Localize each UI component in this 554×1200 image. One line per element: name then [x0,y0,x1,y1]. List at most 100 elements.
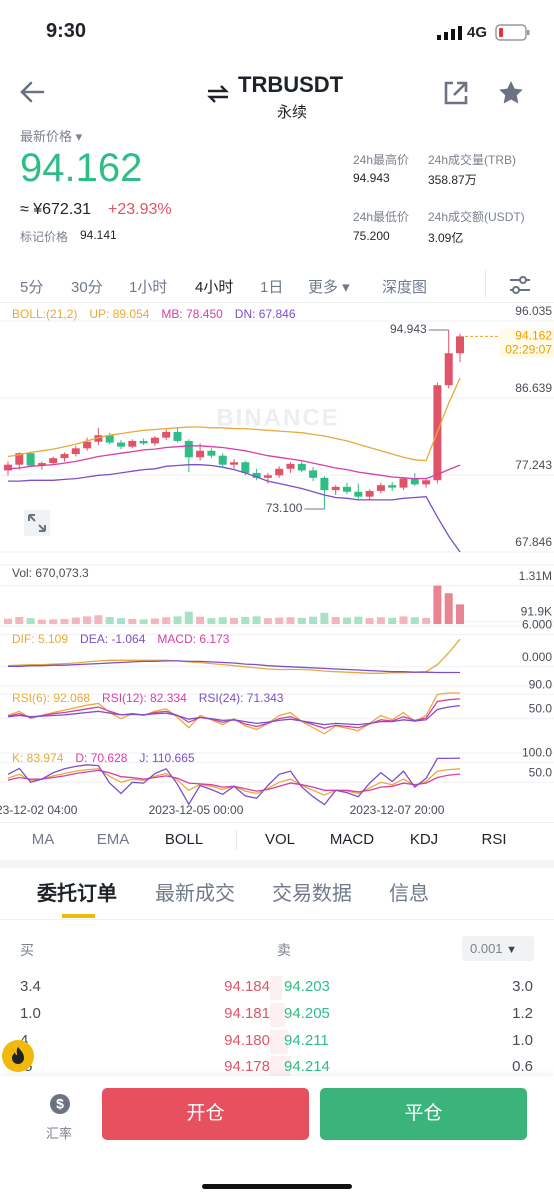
volume-bar [354,616,363,624]
interval-tab[interactable]: 1小时 [129,279,168,296]
mark-price-label: 标记价格 [20,230,69,244]
switch-icon[interactable] [206,84,230,104]
candle-body [365,490,374,497]
volume-bar [196,616,205,624]
candle-body [94,435,103,442]
favorite-button[interactable] [497,79,525,107]
rate-label[interactable]: 汇率 [46,1126,73,1141]
low-label: 73.100 [266,501,303,515]
interval-tab[interactable]: 1日 [260,279,284,296]
volume-bar [207,618,216,624]
legend-text: Vol: 670,073.3 [12,566,89,580]
legend-text: UP: 89.054 [89,307,149,321]
dollar-sign: $ [56,1096,64,1112]
depth-bar [270,976,282,1000]
candle-body [26,453,35,466]
volume-bar [162,617,171,624]
close-button[interactable]: 平仓 [320,1088,527,1140]
symbol: TRBUSDT [238,72,344,97]
volume-bar [218,617,227,624]
ask-price: 94.205 [284,1004,330,1022]
last-price-label: 最新价格 ▾ [20,129,83,144]
interval-tab[interactable]: 5分 [20,279,44,296]
volume-bar [433,585,442,624]
candle-body [139,440,148,444]
rate-icon[interactable]: $ [49,1093,71,1115]
interval-more[interactable]: 更多 ▾ [308,279,350,296]
volume-bar [139,619,148,624]
candle-body [343,486,351,492]
watermark: BINANCE [216,404,339,431]
caret: ▼ [506,944,518,956]
bid-price: 94.184 [224,978,270,995]
open-button[interactable]: 开仓 [102,1088,309,1140]
candle-body [207,450,216,456]
home-indicator [202,1184,352,1189]
back-button[interactable] [18,80,46,104]
stat-value: 94.943 [353,171,390,185]
indicator-tab-active[interactable]: VOL [264,831,296,848]
volume-bar [94,615,103,624]
section-tab-active[interactable]: 委托订单 [37,883,117,905]
fire-button[interactable] [2,1040,34,1072]
candle-body [320,477,329,491]
legend-text: DIF: 5.109 [12,632,68,646]
y-tick-label: 1.31M [519,569,552,583]
divider [0,919,554,920]
candle-body [162,431,171,438]
chart-settings[interactable] [508,275,532,295]
label: 最新价格 [20,129,73,144]
indicator-line [7,768,461,796]
divider [236,830,237,850]
precision-select[interactable]: 0.001 ▼ [462,936,534,961]
indicator-tab[interactable]: EMA [96,831,130,848]
bid-header: 买 [20,942,34,958]
section-tab[interactable]: 交易数据 [272,883,352,905]
bid-qty: 1.0 [20,1004,41,1022]
depth-tab[interactable]: 深度图 [382,279,428,296]
divider [485,270,486,298]
legend-text: K: 83.974 [12,751,64,765]
interval-tab-active[interactable]: 4小时 [195,279,234,296]
volume-bar [275,617,284,624]
volume-bar [343,617,351,624]
section-tab[interactable]: 最新成交 [155,883,235,905]
volume-bar [37,619,46,624]
bid-qty: 4 [20,1031,29,1049]
candle-body [37,463,46,466]
candle-body [376,485,385,491]
candle-body [388,485,397,488]
candle-body [173,431,182,441]
indicator-tab-active[interactable]: RSI [481,831,507,848]
indicator-tab-active[interactable]: BOLL [164,831,204,848]
volume-bar [241,616,250,624]
share-button[interactable] [443,80,469,106]
volume-bar [184,611,193,624]
indicator-tab-active[interactable]: KDJ [409,831,439,848]
ask-qty: 0.6 [512,1058,533,1076]
stat-value: 75.200 [353,229,390,243]
indicator-tab-active[interactable]: MACD [329,831,375,848]
label: 更多 [308,279,339,296]
volume-bar [422,617,431,624]
ask-price: 94.211 [284,1031,329,1049]
last-price-tag [500,328,554,359]
ask-qty: 3.0 [512,978,533,995]
signal-icon [437,26,462,40]
tab-indicator [62,914,95,918]
candle-body [399,478,408,488]
bid-qty: 3.4 [20,978,41,995]
interval-tab[interactable]: 30分 [71,279,103,296]
y-tick-label: 90.0 [529,677,553,691]
volume-bar [365,618,374,624]
y-tick-label: 0.000 [522,650,552,664]
label: 0.001 [470,941,503,956]
section-tab[interactable]: 信息 [389,883,429,905]
indicator-line [7,638,461,674]
divider [0,822,554,823]
candle-body [218,455,227,465]
candle-body [297,463,306,471]
volume-bar [173,616,182,624]
volume-bar [444,593,453,624]
indicator-tab[interactable]: MA [31,831,55,848]
